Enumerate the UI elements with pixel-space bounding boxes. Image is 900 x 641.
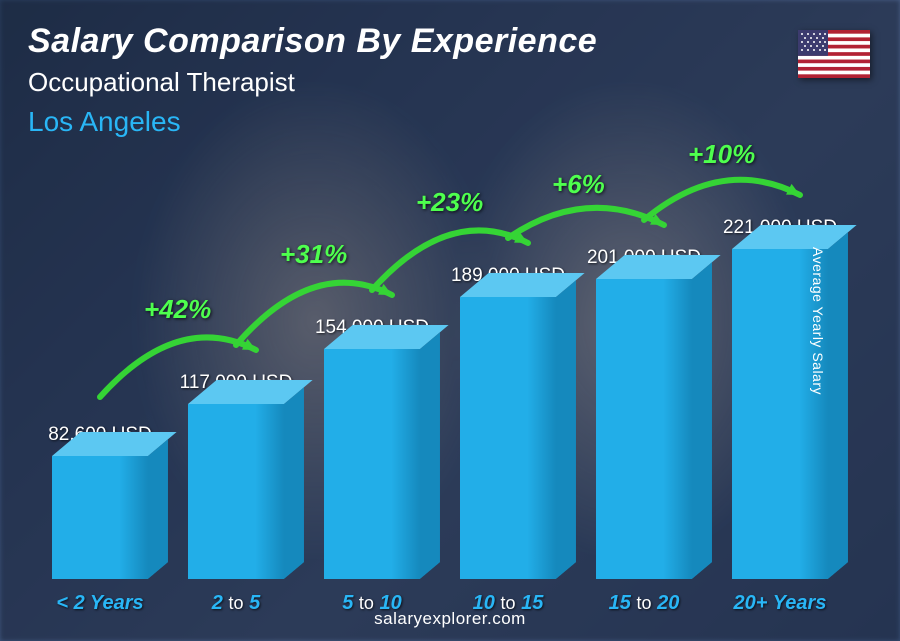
increase-arrow-icon [0,0,900,641]
percent-increase-label: +10% [688,139,755,170]
footer-attribution: salaryexplorer.com [374,609,526,629]
infographic-container: Salary Comparison By Experience Occupati… [0,0,900,641]
y-axis-label: Average Yearly Salary [810,247,826,395]
